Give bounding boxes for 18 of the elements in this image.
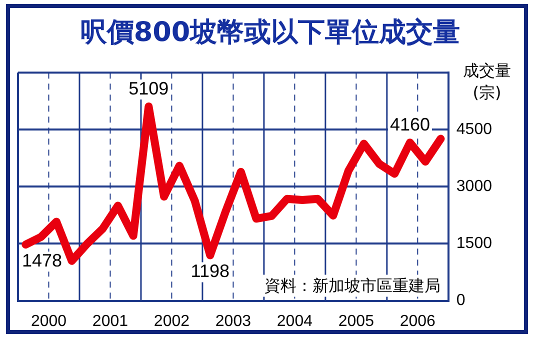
data-label: 5109 bbox=[128, 78, 169, 98]
y-axis-title: 成交量 (宗) bbox=[462, 60, 512, 104]
y-tick-label: 0 bbox=[456, 292, 466, 310]
x-tick-label: 2000 bbox=[30, 312, 67, 330]
x-tick-label: 2005 bbox=[338, 312, 374, 330]
x-tick-label: 2003 bbox=[215, 312, 252, 330]
x-tick-label: 2001 bbox=[92, 312, 128, 330]
annotation: 資料：新加坡市區重建局 bbox=[264, 276, 440, 295]
data-label: 1478 bbox=[22, 250, 62, 271]
y-tick-label: 3000 bbox=[456, 178, 492, 196]
y-tick-label: 4500 bbox=[456, 121, 492, 138]
x-tick-label: 2002 bbox=[154, 312, 190, 330]
chart-title: 呎價800坡幣或以下單位成交量 bbox=[78, 16, 462, 50]
y-tick-label: 1500 bbox=[456, 235, 492, 252]
data-label: 1198 bbox=[190, 261, 230, 282]
x-tick-label: 2004 bbox=[276, 312, 313, 330]
data-label: 4160 bbox=[390, 114, 430, 135]
x-tick-label: 2006 bbox=[400, 312, 436, 330]
